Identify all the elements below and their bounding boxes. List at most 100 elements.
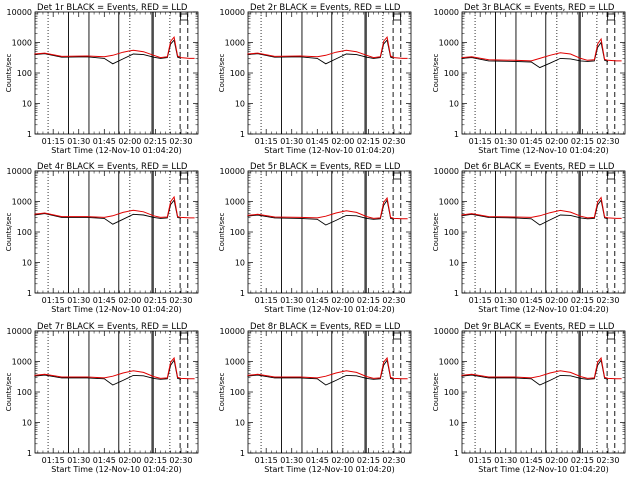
detector-panel: 1 10 100 1000 10000 01:15 01:30 01:45 02:00 02:15… [5, 322, 199, 474]
x-tick-label: 01:30 [67, 456, 90, 465]
plot-frame [34, 170, 199, 294]
x-tick-label: 01:15 [255, 137, 278, 146]
panel-title: Det 7r BLACK = Events, RED = LLD [37, 322, 188, 332]
y-tick-label: 1000 [225, 198, 245, 207]
x-tick-label: 01:30 [67, 296, 90, 305]
y-tick-label: 10 [449, 259, 459, 268]
x-axis-label: Start Time (12-Nov-10 01:04:20) [478, 465, 608, 474]
x-axis-label: Start Time (12-Nov-10 01:04:20) [51, 305, 181, 314]
plot-frame [34, 11, 199, 135]
x-tick-label: 02:00 [118, 296, 141, 305]
x-tick-label: 01:45 [306, 296, 329, 305]
y-tick-label: 10000 [7, 167, 32, 176]
y-tick-label: 100 [444, 388, 459, 397]
panel-title: Det 2r BLACK = Events, RED = LLD [250, 3, 401, 13]
flare-box-marker [180, 332, 188, 340]
x-tick-label: 02:00 [118, 137, 141, 146]
x-tick-label: 01:15 [255, 456, 278, 465]
y-tick-label: 10000 [434, 167, 459, 176]
plot-frame [461, 330, 626, 454]
x-tick-label: 01:30 [494, 137, 517, 146]
detector-panel: 1 10 100 1000 10000 01:15 01:30 01:45 02:00 02:15… [432, 3, 626, 155]
x-tick-label: 02:15 [571, 137, 594, 146]
y-tick-label: 10 [449, 100, 459, 109]
y-tick-label: 1000 [439, 198, 459, 207]
series-line-events [34, 199, 182, 225]
y-tick-label: 1000 [12, 39, 32, 48]
series-line-lld [247, 196, 408, 220]
y-tick-label: 1000 [12, 198, 32, 207]
x-tick-label: 01:30 [494, 296, 517, 305]
detector-panel: 1 10 100 1000 10000 01:15 01:30 01:45 02:00 02:15… [218, 3, 412, 155]
x-tick-label: 02:30 [596, 296, 619, 305]
x-tick-label: 02:30 [382, 296, 405, 305]
plot-frame [247, 11, 412, 135]
y-tick-label: 1000 [225, 39, 245, 48]
x-tick-label: 01:45 [306, 456, 329, 465]
y-tick-label: 10000 [220, 8, 245, 17]
x-tick-label: 01:15 [42, 137, 65, 146]
x-tick-label: 01:45 [93, 137, 116, 146]
x-tick-label: 02:30 [169, 296, 192, 305]
y-axis-label: Counts/sec [432, 54, 440, 93]
panel-title: Det 6r BLACK = Events, RED = LLD [464, 162, 615, 172]
y-axis-label: Counts/sec [218, 373, 226, 412]
x-tick-label: 01:15 [255, 296, 278, 305]
x-axis-label: Start Time (12-Nov-10 01:04:20) [264, 146, 394, 155]
panel-title: Det 9r BLACK = Events, RED = LLD [464, 322, 615, 332]
series-line-events [247, 359, 395, 386]
x-tick-label: 02:15 [357, 137, 380, 146]
series-line-events [247, 39, 395, 65]
y-tick-label: 100 [17, 69, 32, 78]
y-axis-label: Counts/sec [5, 54, 13, 93]
series-line-events [461, 199, 609, 226]
x-tick-label: 01:45 [306, 137, 329, 146]
x-tick-label: 01:15 [42, 296, 65, 305]
y-axis-label: Counts/sec [5, 213, 13, 252]
panel-title: Det 5r BLACK = Events, RED = LLD [250, 162, 401, 172]
x-tick-label: 02:15 [571, 296, 594, 305]
series-line-events [461, 41, 609, 69]
plot-frame [461, 170, 626, 294]
y-tick-label: 1 [454, 449, 459, 458]
x-tick-label: 01:45 [520, 137, 543, 146]
y-tick-label: 10000 [7, 8, 32, 17]
y-tick-label: 10000 [434, 327, 459, 336]
series-line-lld [34, 195, 195, 219]
y-tick-label: 1 [27, 130, 32, 139]
flare-box-marker [393, 13, 401, 21]
x-tick-label: 01:30 [280, 137, 303, 146]
flare-box-marker [180, 13, 188, 21]
detector-panel: 1 10 100 1000 10000 01:15 01:30 01:45 02:00 02:15… [218, 322, 412, 474]
series-line-lld [247, 35, 408, 59]
panel-title: Det 1r BLACK = Events, RED = LLD [37, 3, 188, 13]
series-line-events [247, 199, 395, 226]
x-axis-label: Start Time (12-Nov-10 01:04:20) [51, 146, 181, 155]
flare-box-marker [180, 172, 188, 180]
flare-box-marker [393, 332, 401, 340]
x-tick-label: 01:45 [520, 456, 543, 465]
x-axis-label: Start Time (12-Nov-10 01:04:20) [264, 465, 394, 474]
panel-title: Det 4r BLACK = Events, RED = LLD [37, 162, 188, 172]
y-tick-label: 100 [17, 228, 32, 237]
series-line-events [34, 359, 182, 386]
y-tick-label: 1 [27, 449, 32, 458]
x-axis-label: Start Time (12-Nov-10 01:04:20) [478, 305, 608, 314]
x-tick-label: 01:30 [280, 456, 303, 465]
y-tick-label: 10 [235, 419, 245, 428]
x-tick-label: 01:45 [520, 296, 543, 305]
detector-panel: 1 10 100 1000 10000 01:15 01:30 01:45 02:00 02:15… [432, 162, 626, 314]
x-tick-label: 02:15 [357, 456, 380, 465]
x-tick-label: 02:15 [144, 137, 167, 146]
x-tick-label: 01:45 [93, 456, 116, 465]
series-line-lld [247, 356, 408, 380]
panel-title: Det 3r BLACK = Events, RED = LLD [464, 3, 615, 13]
x-tick-label: 01:15 [469, 456, 492, 465]
y-tick-label: 10000 [434, 8, 459, 17]
x-tick-label: 02:00 [545, 456, 568, 465]
y-tick-label: 1 [27, 289, 32, 298]
series-line-lld [461, 196, 622, 219]
y-tick-label: 100 [230, 388, 245, 397]
x-tick-label: 01:15 [469, 296, 492, 305]
x-tick-label: 02:15 [571, 456, 594, 465]
